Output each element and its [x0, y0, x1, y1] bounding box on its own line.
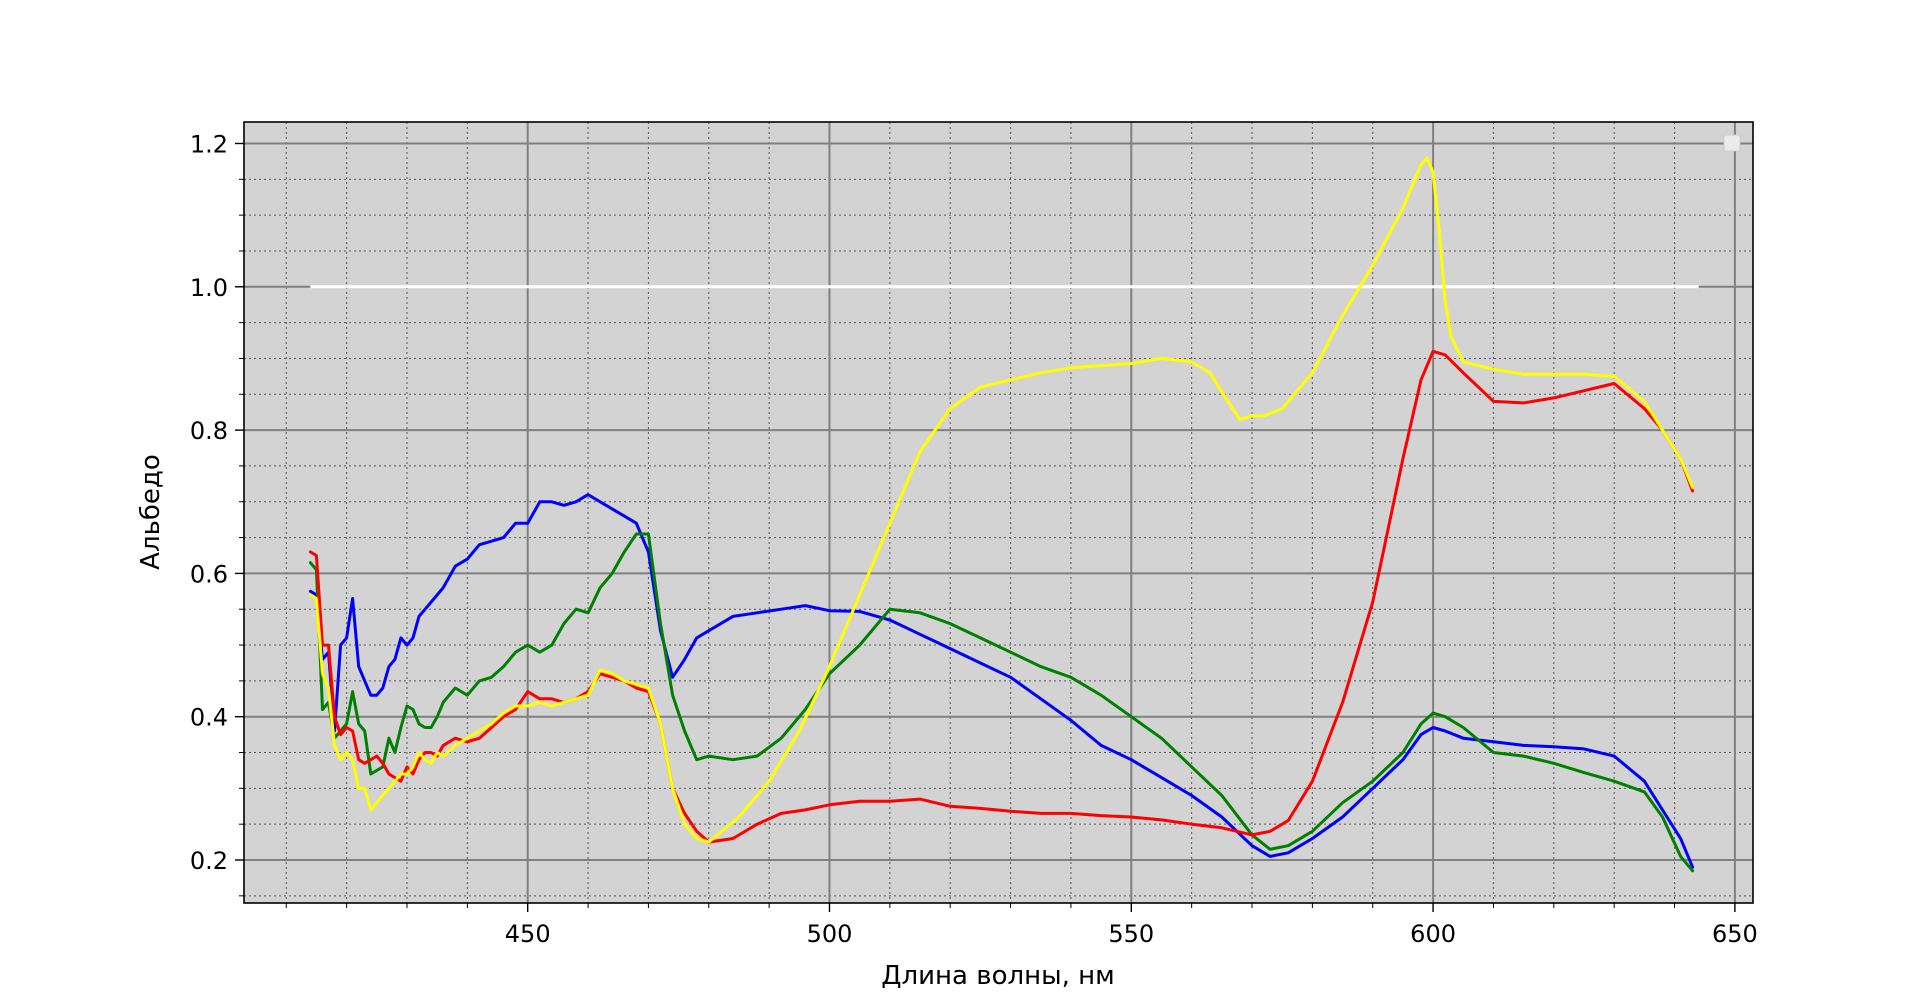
- y-tick-labels: 0.2 0.4 0.6 0.8 1.0 1.2: [190, 130, 228, 875]
- y-axis-label: Альбедо: [136, 454, 166, 570]
- y-tick-label: 0.6: [190, 560, 228, 588]
- y-tick-label: 1.2: [190, 130, 228, 158]
- axis-ticks: [235, 142, 1736, 912]
- series-line-1: [308, 493, 1695, 869]
- y-tick-label: 0.8: [190, 417, 228, 445]
- series-layer: [308, 156, 1695, 873]
- y-tick-label: 1.0: [190, 274, 228, 302]
- plot-background: [244, 122, 1753, 903]
- series-line-4: [308, 156, 1695, 844]
- legend-box: [1723, 134, 1741, 152]
- x-tick-label: 650: [1712, 920, 1758, 948]
- y-tick-label: 0.4: [190, 704, 228, 732]
- x-tick-labels: 450 500 550 600 650: [505, 920, 1758, 948]
- x-tick-label: 450: [505, 920, 551, 948]
- x-tick-label: 550: [1108, 920, 1154, 948]
- x-tick-label: 600: [1410, 920, 1456, 948]
- series-line-2: [308, 532, 1695, 873]
- x-tick-label: 500: [807, 920, 853, 948]
- plot-frame: [243, 121, 1754, 904]
- y-tick-label: 0.2: [190, 847, 228, 875]
- minor-grid: [244, 122, 1753, 903]
- x-axis-label: Длина волны, нм: [881, 961, 1115, 991]
